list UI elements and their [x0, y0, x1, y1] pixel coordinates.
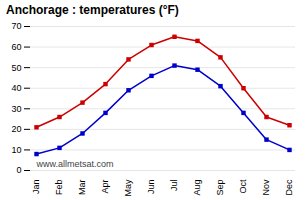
- svg-text:20: 20: [11, 124, 21, 134]
- svg-text:40: 40: [11, 83, 21, 93]
- svg-text:Aug: Aug: [192, 180, 202, 196]
- svg-text:50: 50: [11, 63, 21, 73]
- html-text:Anchorage : temperatures (°F): Anchorage : temperatures (°F): [6, 3, 179, 17]
- svg-text:May: May: [123, 179, 133, 197]
- svg-text:Oct: Oct: [238, 179, 248, 194]
- svg-text:60: 60: [11, 42, 21, 52]
- svg-text:Apr: Apr: [100, 180, 110, 194]
- svg-text:Dec: Dec: [284, 179, 294, 196]
- svg-text:Mar: Mar: [77, 179, 87, 195]
- svg-text:10: 10: [11, 145, 21, 155]
- svg-text:www.allmetsat.com: www.allmetsat.com: [36, 159, 114, 169]
- svg-text:Feb: Feb: [54, 180, 64, 196]
- svg-text:Jan: Jan: [31, 180, 41, 195]
- svg-text:30: 30: [11, 104, 21, 114]
- svg-text:Jul: Jul: [169, 180, 179, 192]
- svg-text:70: 70: [11, 21, 21, 31]
- svg-text:Sep: Sep: [215, 180, 225, 196]
- svg-text:Jun: Jun: [146, 180, 156, 195]
- svg-text:0: 0: [16, 165, 21, 175]
- svg-text:Nov: Nov: [261, 179, 271, 196]
